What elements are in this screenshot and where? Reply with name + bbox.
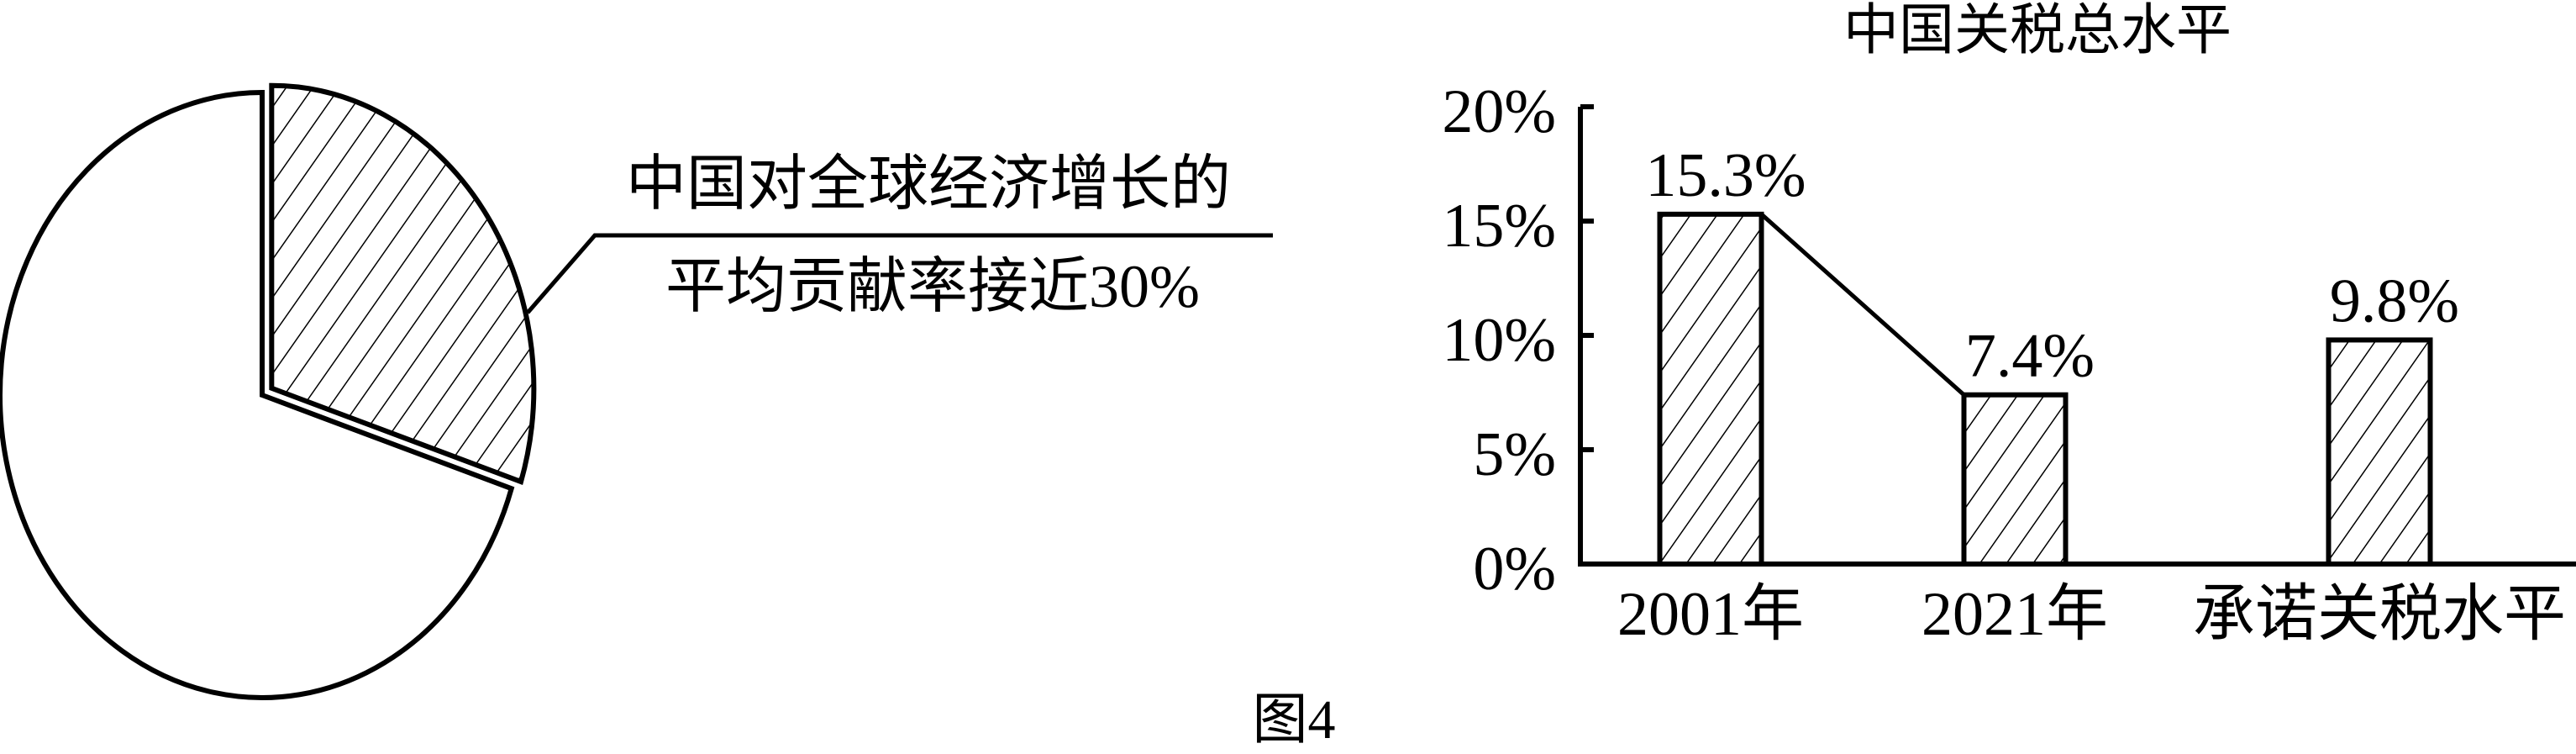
bar-data-label: 15.3%: [1645, 141, 1806, 210]
pie-chart: [0, 82, 537, 700]
bar-chart: 0% 5% 10% 15% 20% 15.3% 2001年 7.4% 2021年 9.8% 承诺关税…: [1442, 77, 2576, 649]
y-tick-label: 20%: [1442, 77, 1556, 146]
connector-line: [1759, 212, 1966, 397]
pie-annotation-line-1: 中国对全球经济增长的: [626, 150, 1231, 218]
figure-caption: 图4: [1253, 689, 1336, 751]
x-category-label: 2001年: [1617, 580, 1804, 649]
y-tick-label: 5%: [1473, 420, 1556, 489]
y-tick-label: 15%: [1442, 192, 1556, 261]
bar-chart-title: 中国关税总水平: [1843, 0, 2232, 61]
y-tick-label: 10%: [1442, 306, 1556, 375]
bar-data-label: 7.4%: [1965, 322, 2095, 391]
pie-annotation-line-2: 平均贡献率接近30%: [665, 253, 1200, 320]
bar-data-label: 9.8%: [2330, 266, 2459, 335]
pie-slice: [0, 89, 515, 700]
x-category-label: 承诺关税水平: [2193, 580, 2566, 649]
pie-slice: [269, 82, 537, 485]
y-tick-label: 0%: [1473, 535, 1556, 604]
bar: [2326, 337, 2433, 567]
bar: [1961, 392, 2069, 567]
bar: [1657, 211, 1764, 567]
x-category-label: 2021年: [1921, 580, 2108, 649]
pie-leader-line: [526, 233, 1273, 314]
